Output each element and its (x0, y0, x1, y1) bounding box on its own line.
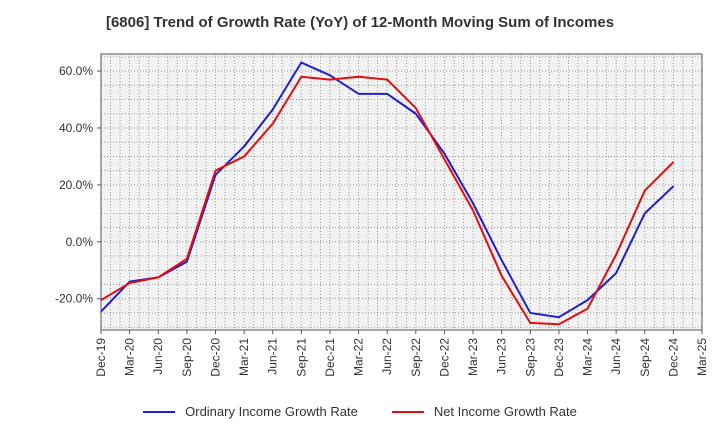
data-point-ordinary-income (643, 212, 646, 215)
y-tick-label: 60.0% (59, 64, 93, 78)
x-tick-label: Jun-23 (495, 338, 509, 375)
x-tick-label: Dec-21 (323, 338, 337, 377)
legend-label-ordinary-income: Ordinary Income Growth Rate (185, 404, 358, 419)
legend: Ordinary Income Growth Rate Net Income G… (0, 404, 720, 419)
data-point-ordinary-income (500, 259, 503, 262)
x-tick-label: Jun-20 (151, 338, 165, 375)
y-tick-label: -20.0% (55, 292, 93, 306)
legend-swatch-net-income (391, 410, 424, 413)
data-point-net-income (329, 78, 331, 81)
chart-title: [6806] Trend of Growth Rate (YoY) of 12-… (105, 14, 615, 31)
legend-item-net-income: Net Income Growth Rate (391, 404, 577, 419)
x-tick-label: Jun-21 (266, 338, 280, 375)
data-point-net-income (643, 189, 646, 192)
legend-swatch-ordinary-income (143, 410, 176, 413)
x-tick-label: Dec-24 (666, 338, 680, 377)
y-tick-label: 20.0% (59, 178, 93, 192)
data-point-ordinary-income (615, 272, 617, 274)
data-point-ordinary-income (443, 152, 446, 155)
x-tick-label: Mar-24 (581, 338, 595, 376)
data-point-ordinary-income (271, 108, 274, 111)
data-point-net-income (300, 75, 303, 78)
x-tick-label: Jun-24 (609, 338, 623, 375)
data-point-net-income (586, 307, 589, 310)
x-tick-label: Sep-20 (180, 338, 194, 377)
data-point-ordinary-income (186, 260, 188, 263)
data-point-net-income (529, 322, 532, 324)
x-tick-label: Sep-23 (523, 338, 537, 377)
data-point-net-income (443, 158, 446, 161)
data-point-ordinary-income (243, 145, 245, 148)
data-point-ordinary-income (357, 93, 360, 95)
data-point-ordinary-income (329, 74, 331, 77)
data-point-net-income (128, 282, 131, 284)
data-point-net-income (186, 258, 188, 260)
data-point-net-income (243, 155, 245, 158)
plot-border (100, 53, 703, 331)
data-point-ordinary-income (386, 93, 388, 95)
grid-lines (101, 54, 702, 330)
series-lines (100, 61, 675, 326)
x-tick-label: Sep-22 (409, 338, 423, 377)
data-point-ordinary-income (529, 312, 532, 314)
x-tick-label: Mar-25 (695, 338, 709, 376)
x-tick-label: Sep-24 (638, 338, 652, 377)
legend-item-ordinary-income: Ordinary Income Growth Rate (143, 404, 358, 419)
data-point-net-income (271, 122, 274, 125)
data-point-net-income (672, 161, 675, 163)
y-tick-label: 40.0% (59, 121, 93, 135)
x-tick-label: Mar-23 (466, 338, 480, 376)
data-point-ordinary-income (558, 316, 560, 318)
data-point-net-income (615, 253, 617, 256)
x-tick-label: Jun-22 (380, 338, 394, 375)
data-point-net-income (558, 323, 560, 326)
x-tick-label: Sep-21 (294, 338, 308, 377)
data-point-net-income (157, 276, 160, 279)
data-point-ordinary-income (415, 112, 417, 115)
x-tick-label: Dec-20 (208, 338, 222, 377)
x-tick-label: Dec-22 (437, 338, 451, 377)
x-tick-label: Mar-20 (123, 338, 137, 376)
data-point-ordinary-income (586, 299, 589, 301)
y-tick-label: 0.0% (66, 235, 94, 249)
data-point-net-income (500, 275, 503, 277)
legend-label-net-income: Net Income Growth Rate (433, 404, 577, 419)
data-point-net-income (357, 75, 360, 78)
data-point-ordinary-income (472, 202, 474, 205)
x-tick-label: Mar-21 (237, 338, 251, 376)
data-point-net-income (386, 78, 388, 81)
plot-background (101, 54, 702, 330)
data-point-net-income (415, 107, 417, 109)
x-tick-label: Mar-22 (352, 338, 366, 376)
data-point-net-income (472, 209, 474, 212)
data-point-net-income (214, 169, 217, 172)
data-point-ordinary-income (300, 61, 303, 64)
plot-area (101, 54, 702, 330)
axes: 60.0% 40.0% 20.0% 0.0% -20.0% Dec-19 Mar-20 Jun… (55, 53, 709, 377)
x-tick-label: Dec-23 (552, 338, 566, 377)
data-point-ordinary-income (672, 185, 675, 188)
x-tick-label: Dec-19 (94, 338, 108, 377)
